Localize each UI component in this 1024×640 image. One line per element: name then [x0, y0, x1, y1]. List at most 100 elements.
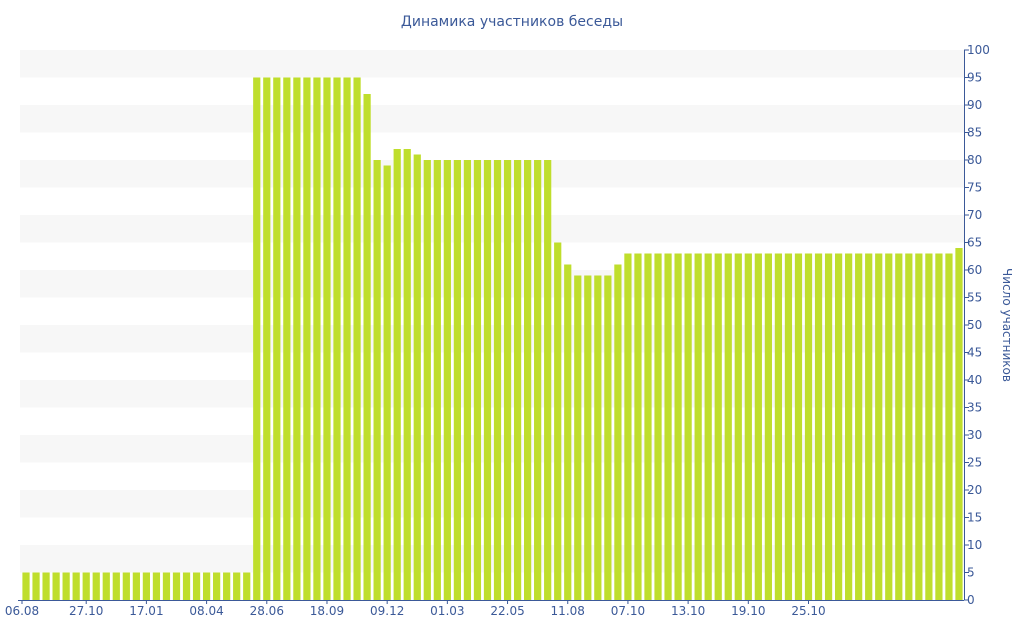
- chart-title: Динамика участников беседы: [400, 14, 624, 30]
- bar: [664, 253, 672, 600]
- bar: [233, 572, 241, 600]
- grid-band: [20, 435, 964, 463]
- bar: [513, 160, 522, 600]
- y-tick-label: 45: [967, 346, 982, 360]
- bar: [213, 572, 221, 600]
- bar: [52, 572, 60, 600]
- grid-band: [20, 160, 964, 188]
- bar: [574, 275, 582, 600]
- bar: [794, 253, 803, 600]
- bar: [694, 253, 702, 600]
- y-tick-label: 65: [967, 236, 982, 250]
- bar: [614, 264, 622, 600]
- y-axis-title: Число участников: [1000, 268, 1014, 382]
- bar: [915, 253, 923, 600]
- bar: [463, 160, 472, 600]
- bar: [804, 253, 813, 600]
- x-tick-label: 19.10: [731, 604, 765, 618]
- y-tick-label: 40: [967, 373, 982, 387]
- bar: [202, 572, 211, 600]
- bar: [393, 149, 401, 600]
- bar: [333, 77, 341, 600]
- grid-band: [20, 490, 964, 518]
- bar: [443, 160, 451, 600]
- y-tick-label: 30: [967, 428, 982, 442]
- bar: [955, 248, 963, 600]
- y-tick-label: 95: [967, 71, 982, 85]
- bar: [845, 253, 853, 600]
- grid-band: [20, 325, 964, 353]
- bar: [22, 572, 30, 600]
- y-tick-label: 70: [967, 208, 982, 222]
- bar: [142, 572, 151, 600]
- bar: [744, 253, 752, 600]
- x-tick-label: 01.03: [430, 604, 464, 618]
- bar: [303, 77, 311, 600]
- bar: [584, 275, 592, 600]
- bar: [273, 77, 281, 600]
- x-tick-label: 11.08: [551, 604, 585, 618]
- bar: [624, 253, 632, 600]
- bar: [554, 242, 562, 600]
- y-tick-label: 20: [967, 483, 982, 497]
- bar: [192, 572, 201, 600]
- y-tick-label: 90: [967, 98, 982, 112]
- x-tick-label: 09.12: [370, 604, 404, 618]
- grid-band: [20, 380, 964, 408]
- bar: [754, 253, 762, 600]
- bar: [32, 572, 40, 600]
- bar: [253, 77, 261, 600]
- bar: [293, 77, 301, 600]
- y-tick-label: 15: [967, 511, 982, 525]
- y-tick-label: 10: [967, 538, 982, 552]
- bar: [865, 253, 873, 600]
- bar: [895, 253, 903, 600]
- bar: [122, 572, 130, 600]
- y-tick-label: 55: [967, 291, 982, 305]
- bar: [604, 275, 612, 600]
- bar: [182, 572, 191, 600]
- bar: [905, 253, 913, 600]
- bar: [544, 160, 552, 600]
- bar: [885, 253, 893, 600]
- bar: [925, 253, 933, 600]
- y-tick-label: 80: [967, 153, 982, 167]
- bar: [594, 275, 602, 600]
- x-tick-label: 17.01: [129, 604, 163, 618]
- bar: [363, 94, 371, 600]
- x-tick-label: 06.08: [5, 604, 39, 618]
- bar: [534, 160, 542, 600]
- x-tick-label: 22.05: [490, 604, 524, 618]
- bar: [764, 253, 772, 600]
- bar: [102, 572, 110, 600]
- bar: [62, 572, 70, 600]
- y-tick-label: 85: [967, 126, 982, 140]
- y-tick-label: 5: [967, 566, 975, 580]
- x-tick-label: 13.10: [671, 604, 705, 618]
- bar: [323, 77, 331, 600]
- y-tick-label: 25: [967, 456, 982, 470]
- bar: [714, 253, 722, 600]
- bar: [724, 253, 732, 600]
- bar: [112, 572, 120, 600]
- bar: [343, 77, 351, 600]
- bar: [283, 77, 291, 600]
- bar: [493, 160, 502, 600]
- bar: [313, 77, 321, 600]
- bar: [855, 253, 863, 600]
- bar: [383, 165, 391, 600]
- x-tick-label: 28.06: [250, 604, 284, 618]
- y-tick-label: 75: [967, 181, 982, 195]
- bar: [72, 572, 80, 600]
- bar: [524, 160, 532, 600]
- grid-band: [20, 545, 964, 573]
- bar: [774, 253, 783, 600]
- bar: [483, 160, 492, 600]
- bar: [263, 77, 271, 600]
- bar: [42, 572, 50, 600]
- bar: [674, 253, 682, 600]
- y-tick-label: 60: [967, 263, 982, 277]
- bar: [373, 160, 381, 600]
- bar: [935, 253, 943, 600]
